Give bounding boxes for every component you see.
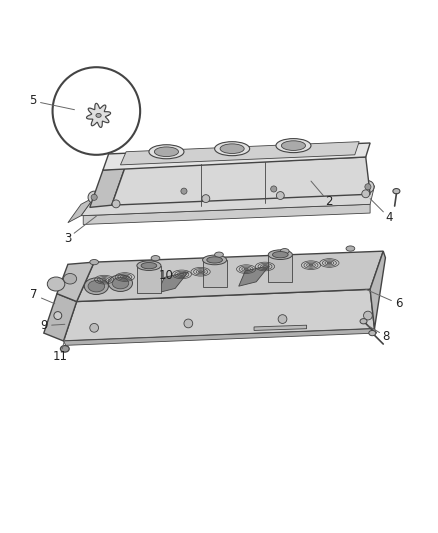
Ellipse shape [369, 330, 376, 336]
Ellipse shape [393, 189, 400, 194]
Text: 10: 10 [159, 269, 174, 282]
Ellipse shape [90, 260, 99, 265]
Text: 4: 4 [385, 211, 393, 224]
Circle shape [202, 195, 210, 203]
Circle shape [278, 314, 287, 324]
Ellipse shape [180, 273, 184, 276]
Polygon shape [254, 325, 307, 330]
Ellipse shape [151, 255, 160, 261]
Text: 11: 11 [53, 350, 68, 363]
Text: 6: 6 [395, 297, 403, 310]
Ellipse shape [327, 262, 332, 264]
Polygon shape [239, 265, 269, 286]
Polygon shape [137, 265, 161, 293]
Circle shape [54, 312, 62, 319]
Ellipse shape [96, 114, 101, 117]
Ellipse shape [60, 345, 69, 352]
Circle shape [362, 190, 370, 198]
Ellipse shape [244, 268, 248, 270]
Polygon shape [64, 289, 374, 341]
Circle shape [112, 200, 120, 208]
Ellipse shape [84, 278, 109, 295]
Circle shape [181, 188, 187, 194]
Ellipse shape [215, 142, 250, 156]
Circle shape [178, 185, 190, 197]
Ellipse shape [123, 276, 127, 278]
Polygon shape [44, 294, 77, 341]
Polygon shape [68, 197, 94, 223]
Ellipse shape [149, 145, 184, 159]
Ellipse shape [141, 262, 157, 269]
Ellipse shape [360, 319, 367, 324]
Ellipse shape [220, 144, 244, 154]
Text: 8: 8 [383, 330, 390, 343]
Polygon shape [158, 272, 188, 293]
Ellipse shape [137, 261, 161, 270]
Polygon shape [87, 103, 110, 127]
Ellipse shape [207, 257, 223, 263]
Ellipse shape [263, 265, 267, 268]
Ellipse shape [198, 271, 203, 273]
Circle shape [90, 324, 99, 332]
Circle shape [276, 191, 284, 199]
Circle shape [364, 311, 372, 320]
Circle shape [91, 194, 97, 200]
Ellipse shape [309, 264, 313, 266]
Ellipse shape [47, 277, 65, 291]
Ellipse shape [88, 280, 105, 292]
Circle shape [362, 181, 374, 193]
Ellipse shape [346, 246, 355, 251]
Ellipse shape [102, 279, 106, 281]
Polygon shape [120, 142, 359, 165]
Circle shape [365, 184, 371, 190]
Ellipse shape [268, 250, 293, 260]
Text: 7: 7 [30, 288, 38, 302]
Polygon shape [77, 251, 383, 302]
Ellipse shape [215, 252, 223, 257]
Ellipse shape [281, 141, 306, 150]
Ellipse shape [112, 278, 129, 289]
Polygon shape [268, 255, 293, 282]
Circle shape [271, 186, 277, 192]
Ellipse shape [272, 252, 288, 258]
Polygon shape [57, 262, 94, 302]
Polygon shape [112, 157, 370, 205]
Ellipse shape [276, 139, 311, 152]
Polygon shape [370, 251, 385, 329]
Text: 9: 9 [40, 319, 48, 332]
Text: 5: 5 [29, 94, 36, 108]
Ellipse shape [108, 275, 132, 292]
Circle shape [88, 191, 100, 204]
Ellipse shape [154, 147, 178, 157]
Polygon shape [90, 168, 125, 207]
Circle shape [184, 319, 193, 328]
Ellipse shape [64, 273, 77, 284]
Text: 2: 2 [325, 195, 332, 208]
Polygon shape [103, 143, 370, 170]
Polygon shape [202, 260, 227, 287]
Polygon shape [64, 329, 377, 345]
Text: 3: 3 [64, 231, 71, 245]
Polygon shape [83, 204, 370, 224]
Circle shape [268, 183, 280, 195]
Ellipse shape [280, 248, 289, 254]
Polygon shape [81, 186, 374, 216]
Ellipse shape [202, 255, 227, 265]
